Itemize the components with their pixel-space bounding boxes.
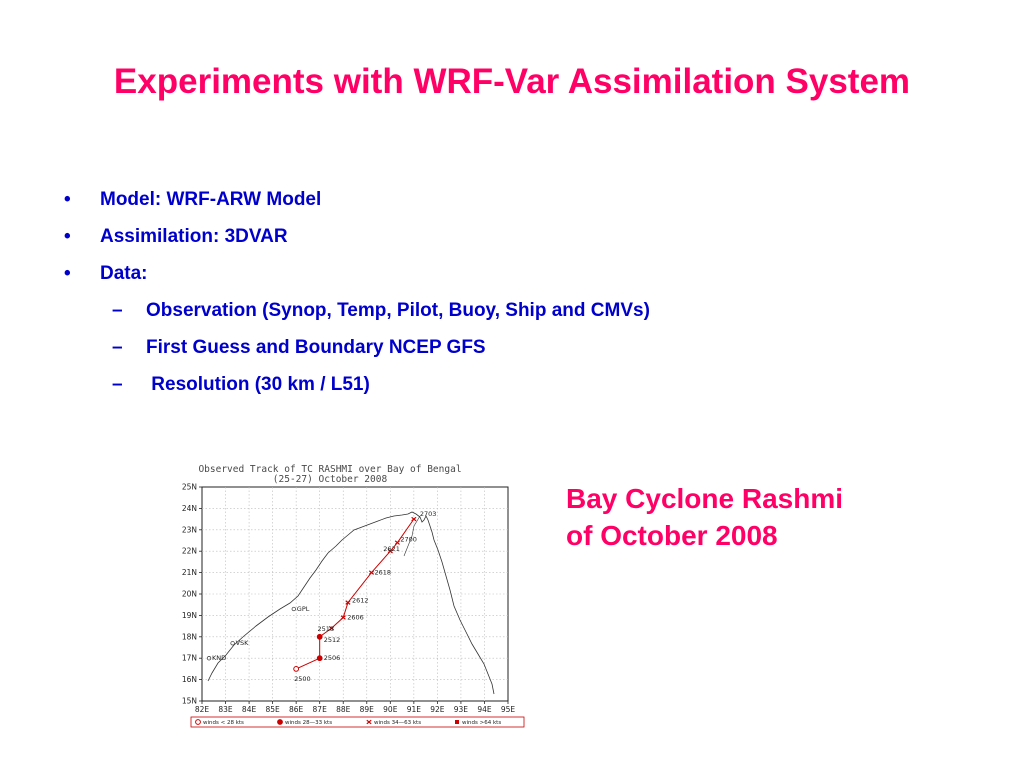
track-point [411, 516, 417, 522]
lat-tick-label: 15N [182, 697, 197, 706]
legend-symbol [366, 719, 372, 725]
track-point-label: 2618 [374, 569, 391, 577]
legend-label: winds 34—63 kts [374, 720, 421, 726]
lon-tick-label: 83E [218, 705, 233, 714]
legend-symbol [195, 719, 201, 725]
lon-tick-label: 82E [195, 705, 210, 714]
station-marker [206, 656, 212, 661]
sub-bullet-marker: – [112, 300, 123, 321]
track-line [295, 518, 415, 670]
legend-label: winds >64 kts [462, 720, 501, 726]
station-layer: GPL VSK KND [206, 605, 310, 662]
track-point [340, 615, 346, 620]
station-marker [291, 606, 296, 612]
lat-tick-label: 21N [182, 568, 197, 577]
lat-tick-label: 20N [182, 590, 197, 599]
caption-line-2: of October 2008 [566, 520, 778, 551]
track-point-label: 2506 [324, 654, 341, 662]
station-label: KND [212, 654, 226, 662]
bullet-data: • Data: [58, 260, 650, 297]
legend-box [190, 716, 525, 728]
sub-bullet-resolution: – Resolution (30 km / L51) [58, 371, 650, 408]
track-point [316, 633, 323, 640]
track-point-label: 2612 [352, 597, 369, 605]
lon-tick-label: 85E [265, 705, 280, 714]
map-axes: 82E 83E 84E 85E 86E 87E 88E 89E 90E 91E 92E 93E 94E 9… [182, 483, 516, 715]
legend-label: winds < 28 kts [203, 720, 244, 726]
lon-tick-label: 87E [313, 705, 328, 714]
bullet-model: • Model: WRF-ARW Model [58, 186, 650, 223]
track-point [293, 666, 300, 672]
map-grid [202, 487, 508, 701]
lon-tick-label: 89E [360, 705, 375, 714]
lat-tick-label: 25N [182, 483, 197, 492]
sub-bullet-marker: – [112, 374, 123, 395]
slide-title: Experiments with WRF-Var Assimilation Sy… [113, 62, 911, 101]
coastline [207, 511, 495, 695]
lat-tick-label: 18N [182, 632, 197, 641]
bullet-assimilation: • Assimilation: 3DVAR [58, 223, 650, 260]
cyclone-track-map: Observed Track of TC RASHMI over Bay of … [176, 460, 532, 732]
station-marker [230, 641, 235, 646]
bullet-list: • Model: WRF-ARW Model • Assimilation: 3DV… [58, 186, 650, 408]
track-point-label: 2606 [347, 614, 364, 622]
lat-tick-label: 19N [182, 611, 197, 620]
track-point-label: 2518 [317, 625, 334, 633]
bullet-text: Assimilation: 3DVAR [100, 226, 288, 247]
track-point-label: 2500 [294, 675, 311, 683]
caption: Bay Cyclone Rashmi of October 2008 [566, 480, 843, 554]
track-point-label: 2703 [420, 510, 437, 518]
station-label: GPL [297, 605, 310, 613]
bullet-marker: • [64, 263, 71, 284]
caption-line-1: Bay Cyclone Rashmi [566, 483, 843, 514]
lat-tick-label: 23N [182, 525, 197, 534]
track-point-label: 2700 [400, 536, 417, 544]
lat-tick-label: 24N [182, 504, 197, 513]
lon-tick-label: 86E [289, 705, 304, 714]
lon-tick-label: 92E [430, 705, 445, 714]
bullet-text: Data: [100, 263, 148, 284]
sub-bullet-text: Resolution (30 km / L51) [146, 374, 370, 395]
bullet-marker: • [64, 189, 71, 210]
sub-bullet-text: First Guess and Boundary NCEP GFS [146, 337, 486, 358]
lat-tick-label: 17N [182, 654, 197, 663]
coastline-inlet [403, 515, 421, 557]
bullet-text: Model: WRF-ARW Model [100, 189, 322, 210]
sub-bullet-first-guess: – First Guess and Boundary NCEP GFS [58, 334, 650, 371]
track-point [394, 540, 400, 545]
track-point [316, 655, 323, 662]
map-title-line-1: Observed Track of TC RASHMI over Bay of … [198, 464, 461, 475]
lat-tick-label: 16N [182, 675, 197, 684]
legend: winds < 28 kts winds 28—33 kts winds 34—63… [195, 719, 501, 726]
sub-bullet-text: Observation (Synop, Temp, Pilot, Buoy, S… [146, 300, 650, 321]
station-label: VSK [236, 639, 250, 647]
track-point [328, 625, 335, 631]
track-map-svg: Observed Track of TC RASHMI over Bay of … [182, 464, 525, 728]
track-point [368, 570, 375, 575]
lon-tick-label: 95E [501, 705, 516, 714]
legend-symbol [277, 719, 283, 725]
bullet-marker: • [64, 226, 71, 247]
sub-bullet-marker: – [112, 337, 123, 358]
lon-tick-label: 84E [242, 705, 257, 714]
lon-tick-label: 93E [454, 705, 469, 714]
track-point [387, 548, 393, 554]
sub-bullet-observation: – Observation (Synop, Temp, Pilot, Buoy, … [58, 297, 650, 334]
lat-tick-label: 22N [182, 547, 197, 556]
lon-tick-label: 94E [477, 705, 492, 714]
lon-tick-label: 88E [336, 705, 351, 714]
legend-label: winds 28—33 kts [285, 720, 332, 726]
lon-tick-label: 90E [383, 705, 398, 714]
track-point-label: 2621 [383, 545, 400, 553]
map-title-line-2: (25-27) October 2008 [273, 474, 388, 485]
track-point-label: 2512 [324, 636, 341, 644]
track-point [345, 600, 351, 605]
lon-tick-label: 91E [407, 705, 422, 714]
legend-symbol [455, 720, 459, 724]
